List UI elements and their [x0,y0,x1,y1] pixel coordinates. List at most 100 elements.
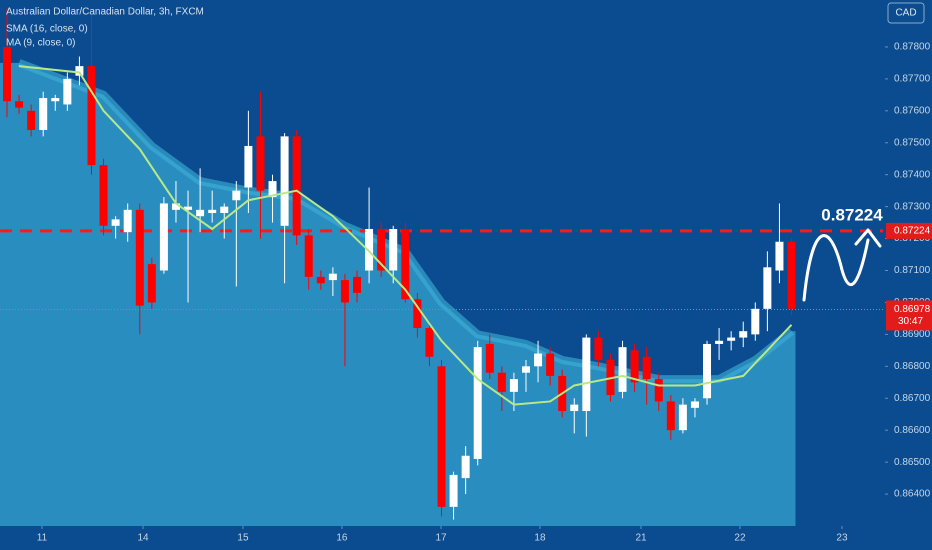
candle-body [316,276,325,284]
legend-entry: SMA (16, close, 0) [6,24,88,35]
candle-body [328,273,337,281]
legend-entry: MA (9, close, 0) [6,38,75,49]
target-tag [886,222,932,239]
candle-body [51,98,60,102]
y-tick-label: 0.86700 [894,393,931,404]
candle-body [690,401,699,408]
candle-body [449,474,458,507]
last-price-label: 0.86978 [894,304,931,315]
candle-body [787,241,796,309]
last-price-tag [886,300,932,331]
candle-body [521,366,530,373]
candle-body [642,356,651,380]
x-tick-label: 22 [734,533,746,544]
candle-body [75,66,84,76]
x-tick-label: 14 [137,533,149,544]
candle-body [666,401,675,431]
x-tick-label: 15 [237,533,249,544]
candle-body [509,379,518,392]
candle-body [377,228,386,271]
candle-body [340,280,349,303]
candle-body [3,46,12,102]
candle-body [763,267,772,309]
candle-body [256,136,265,191]
ma-line [18,65,793,406]
candle-body [147,264,156,303]
candle-body [727,337,736,341]
x-tick-label: 23 [836,533,848,544]
x-tick-label: 18 [534,533,546,544]
x-tick-label: 17 [435,533,447,544]
candle-body [751,308,760,335]
candle-body [123,209,132,233]
y-tick-label: 0.87400 [894,169,931,180]
x-tick-label: 16 [336,533,348,544]
target-tag-label: 0.87224 [894,226,931,237]
candle-body [594,337,603,360]
currency-button[interactable] [887,2,925,24]
candle-body [135,209,144,306]
price-axis [885,0,932,550]
y-tick-label: 0.87500 [894,137,931,148]
currency-label[interactable]: CAD [895,8,916,19]
candle-body [280,136,289,226]
candle-body [389,228,398,271]
candle-body [184,206,193,210]
candle-body [654,379,663,402]
candle-body [87,66,96,166]
candle-body [159,203,168,271]
candle-body [304,235,313,277]
candle-body [413,299,422,328]
candle-body [497,372,506,392]
candle-body [582,337,591,412]
candle-body [546,353,555,376]
y-tick-label: 0.86600 [894,425,931,436]
candle-body [715,340,724,344]
y-tick-label: 0.87700 [894,74,931,85]
candle-body [570,404,579,412]
candle-body [39,98,48,130]
x-tick-label: 21 [635,533,647,544]
candle-body [220,206,229,214]
plot-area [0,8,883,527]
candle-body [268,181,277,198]
arrow [802,234,870,302]
candle-body [678,404,687,431]
candle-body [630,350,639,383]
target-annotation: 0.87224 [821,205,883,224]
chart-title: Australian Dollar/Canadian Dollar, 3h, F… [6,7,204,18]
candle-body [244,145,253,188]
y-tick-label: 0.86400 [894,489,931,500]
candle-body [775,241,784,271]
candle-body [618,347,627,392]
y-tick-label: 0.87300 [894,201,931,212]
x-tick-label: 11 [37,533,48,544]
candle-body [292,136,301,236]
candle-body [171,203,180,210]
candle-body [485,343,494,373]
candle-body [437,366,446,507]
candle-body [739,331,748,338]
y-tick-label: 0.87100 [894,265,931,276]
countdown-label: 30:47 [898,316,923,327]
y-tick-label: 0.87800 [894,42,931,53]
candle-body [63,78,72,105]
candle-body [703,343,712,399]
y-tick-label: 0.86900 [894,329,931,340]
candle-body [196,209,205,217]
candle-body [425,327,434,357]
candle-body [353,276,362,293]
candle-body [473,347,482,459]
candle-body [111,219,120,226]
sma-area [0,62,796,527]
y-tick-label: 0.86800 [894,361,931,372]
arrow-head [854,228,882,248]
candle-body [15,101,24,108]
sma-line [17,59,795,384]
y-tick-label: 0.86500 [894,457,931,468]
candle-body [27,110,36,130]
candle-body [208,209,217,214]
candle-body [534,353,543,367]
